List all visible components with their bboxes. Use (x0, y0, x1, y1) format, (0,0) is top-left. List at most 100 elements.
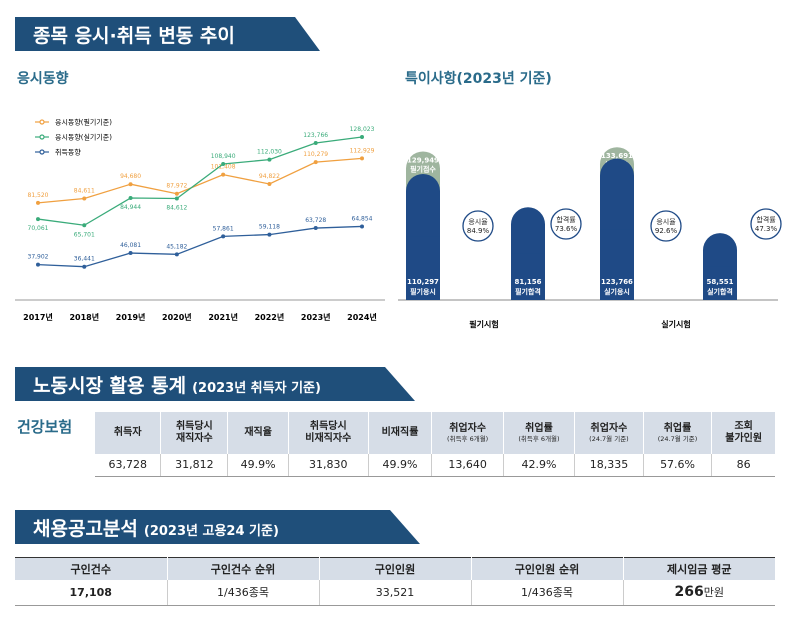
legend-label: 취득동향 (55, 148, 81, 157)
bar-value-label: 58,551 (706, 278, 733, 286)
bar-value-base (406, 236, 440, 300)
data-point (82, 264, 87, 269)
rate-label: 합격률 (556, 215, 576, 224)
banner-title: 종목 응시·취득 변동 추이 (33, 24, 235, 47)
header-cell: 취득당시 비재직자수 (288, 412, 369, 454)
rate-label: 응시율 (656, 218, 676, 226)
table-cell: 49.9% (368, 454, 433, 477)
bar-name-label: 실기합격 (707, 287, 733, 296)
header-cell: 조회 불가인원 (711, 412, 775, 454)
data-label: 84,612 (166, 204, 187, 211)
header-line: 취업자수 (590, 422, 628, 434)
banner-subtitle: (2023년 취득자 기준) (192, 380, 321, 396)
market-row-label: 건강보험 (17, 418, 73, 436)
market-table: 취득자 취득당시 재직자수 재직율 취득당시 비재직자수 비재직률 취업자수 (취득후 6개월)… (95, 412, 775, 477)
legend-label: 응시동향(실기기준) (55, 133, 112, 142)
data-point (313, 160, 318, 165)
header-cell: 비재직률 (368, 412, 433, 454)
x-tick-label: 2019년 (116, 312, 146, 322)
x-tick-label: 2022년 (255, 312, 285, 322)
data-point (82, 196, 87, 201)
data-point (221, 172, 226, 177)
x-tick-label: 2020년 (162, 312, 192, 322)
header-note: (취득후 6개월) (518, 435, 560, 444)
bar-value-base (600, 229, 634, 300)
data-label: 45,182 (166, 243, 187, 250)
bar-name-label: 필기응시 (410, 287, 436, 296)
header-cell: 취업자수 (24.7월 기준) (574, 412, 644, 454)
data-point (36, 262, 40, 267)
rate-value: 73.6% (555, 225, 578, 233)
data-label: 101,408 (211, 164, 236, 171)
rate-value: 92.6% (655, 227, 678, 235)
data-point (36, 200, 40, 205)
banner-bg (15, 510, 420, 544)
bar-top-value: 129,949 (407, 156, 439, 164)
job-count: 17,108 (15, 579, 168, 606)
data-label: 108,940 (211, 153, 236, 160)
banner-title: 노동시장 활용 통계 (33, 374, 187, 397)
data-point (82, 223, 87, 228)
series-line (37, 136, 363, 226)
data-label: 64,854 (352, 215, 373, 222)
job-count-rank: 1/436종목 (167, 579, 320, 606)
line-chart: 2017년 2018년 2019년 2020년 2021년 2022년 2023년 2024년… (15, 118, 385, 322)
header-cell: 취득자 (95, 412, 162, 454)
data-point (174, 196, 179, 201)
legend-marker (39, 134, 45, 140)
data-label: 94,822 (259, 173, 280, 180)
x-tick-label: 2017년 (23, 312, 53, 322)
header-note: (24.7월 기준) (589, 435, 629, 444)
data-label: 84,611 (74, 187, 95, 194)
data-label: 81,520 (28, 192, 49, 199)
header-cell: 구인인원 순위 (471, 557, 624, 580)
data-point (221, 162, 226, 167)
data-label: 87,972 (166, 183, 187, 190)
group-label: 실기시험 (661, 319, 690, 329)
data-point (313, 226, 318, 231)
data-label: 112,030 (257, 149, 282, 156)
bar-top-label: 필기접수 (410, 164, 436, 173)
data-point (267, 157, 272, 162)
data-label: 110,279 (303, 151, 328, 158)
header-cell: 구인건수 (15, 557, 168, 580)
data-point (360, 224, 364, 229)
data-point (128, 251, 133, 256)
data-point (128, 182, 133, 187)
bar-top-value: 133,691 (601, 152, 633, 160)
data-point (174, 252, 179, 257)
table-cell: 31,812 (160, 454, 229, 477)
table-row: 17,108 1/436종목 33,521 1/436종목 266만원 (15, 579, 775, 606)
series-line (37, 225, 363, 268)
header-line: 비재직률 (381, 426, 419, 438)
data-point (360, 134, 364, 139)
avg-wage-unit: 만원 (703, 586, 724, 600)
data-label: 65,701 (74, 231, 95, 238)
bar-value-base (703, 266, 737, 300)
bar-value-label: 81,156 (514, 278, 541, 286)
bar-name-label: 실기응시 (604, 287, 630, 296)
table-header-row: 구인건수 구인건수 순위 구인인원 구인인원 순위 제시임금 평균 (15, 557, 775, 580)
bar-value-label: 123,766 (601, 278, 633, 286)
header-cell: 재직율 (227, 412, 290, 454)
table-cell: 42.9% (503, 454, 576, 477)
header-cell: 제시임금 평균 (623, 557, 775, 580)
data-point (174, 191, 179, 196)
rate-circle (462, 210, 494, 242)
header-line: 재직자수 (175, 433, 213, 444)
table-cell: 57.6% (643, 454, 713, 477)
header-cell: 구인건수 순위 (167, 557, 320, 580)
x-tick-label: 2024년 (347, 312, 377, 322)
trend-chart-title: 응시동향 (17, 71, 69, 87)
header-cell: 취업률 (24.7월 기준) (643, 412, 713, 454)
table-cell: 31,830 (288, 454, 369, 477)
section-banner-trend: 종목 응시·취득 변동 추이 (15, 17, 320, 51)
x-tick-label: 2023년 (301, 312, 331, 322)
table-header-row: 취득자 취득당시 재직자수 재직율 취득당시 비재직자수 비재직률 취업자수 (취득후 6개월)… (95, 412, 775, 454)
data-label: 37,902 (28, 254, 49, 261)
bar-value-base (511, 253, 545, 300)
rate-circle (650, 210, 682, 242)
data-label: 128,023 (350, 126, 375, 133)
bar-value-label: 110,297 (407, 278, 439, 286)
section-banner-jobs: 채용공고분석 (2023년 고용24 기준) (15, 510, 420, 544)
